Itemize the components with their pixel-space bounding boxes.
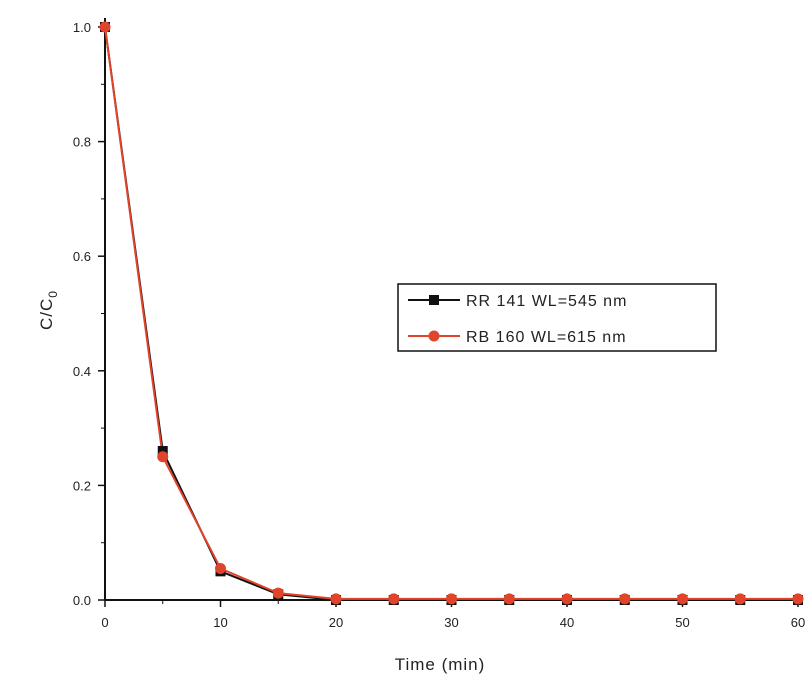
y-tick-label: 0.6 [73,249,91,264]
series-1-point [561,593,573,605]
y-tick-label: 0.4 [73,364,91,379]
x-tick-label: 40 [560,615,574,630]
y-ticks: 0.0 0.2 0.4 0.6 0.8 1.0 [73,20,105,608]
y-tick-label: 0.0 [73,593,91,608]
series-1-point [503,593,515,605]
series-1-point [619,593,631,605]
x-tick-label: 20 [329,615,343,630]
legend-label-rr141: RR 141 WL=545 nm [466,293,627,310]
plot-area: 0 10 20 30 40 50 60 0.0 0.2 0.4 0.6 0.8 1.0 [73,18,805,630]
series-1-point [215,562,226,574]
svg-text:C/C0: C/C0 [37,290,60,330]
legend: RR 141 WL=545 nm RB 160 WL=615 nm [397,283,717,352]
y-tick-label: 0.8 [73,135,91,150]
legend-marker-rb160 [428,330,440,342]
x-tick-label: 0 [101,615,108,630]
legend-label-rb160: RB 160 WL=615 nm [466,329,627,346]
y-axis-title: C/C0 [37,290,60,330]
x-tick-label: 60 [791,615,805,630]
legend-box [397,283,717,352]
series-1-point [99,21,111,33]
series-1-point [272,587,284,599]
y-axis-title-subscript: 0 [46,290,60,298]
series-markers [99,21,804,605]
y-axis-title-main: C/C [37,298,56,330]
series-1-point [677,593,688,605]
legend-marker-rr141 [429,295,439,305]
series-1-point [792,593,804,605]
series-1-point [157,451,169,463]
series-1-point [388,593,400,605]
x-axis-title: Time (min) [395,655,486,674]
series-1-point [330,593,342,605]
series-1-point [446,593,457,605]
series-1-point [734,593,746,605]
x-tick-label: 50 [675,615,689,630]
x-tick-label: 30 [444,615,458,630]
x-tick-label: 10 [213,615,227,630]
y-tick-label: 1.0 [73,20,91,35]
y-tick-label: 0.2 [73,478,91,493]
series-0-point [157,446,168,457]
